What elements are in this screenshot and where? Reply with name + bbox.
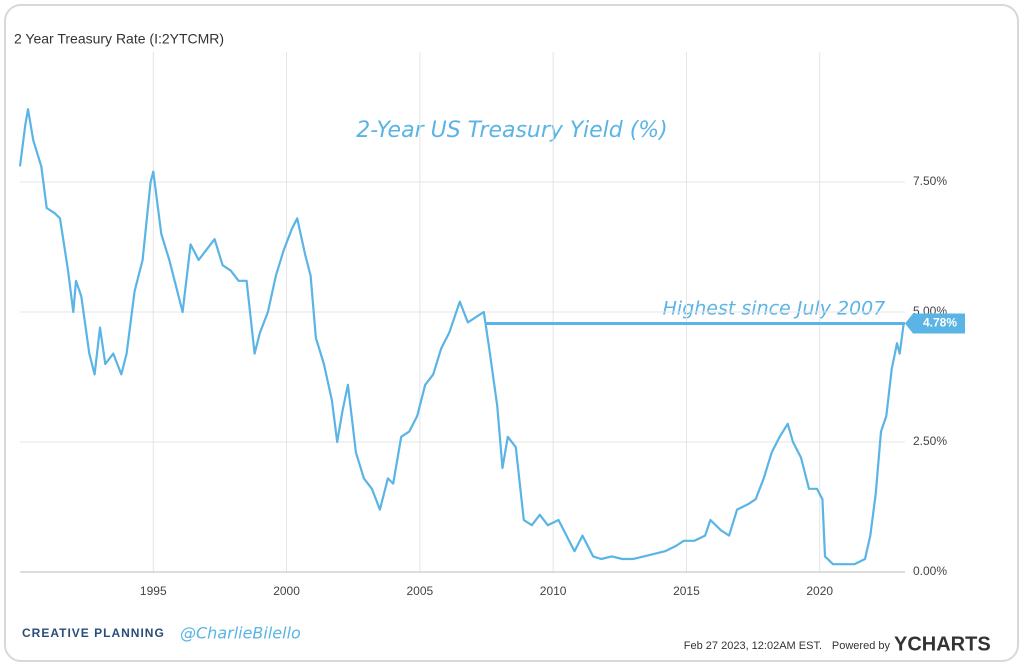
x-tick-label: 2020 bbox=[806, 584, 833, 598]
x-tick-label: 2005 bbox=[406, 584, 433, 598]
value-label: 4.78% bbox=[923, 316, 957, 330]
annotation: Highest since July 2007 bbox=[663, 298, 886, 320]
brand: CREATIVE PLANNING bbox=[22, 626, 165, 640]
handle: @CharlieBilello bbox=[180, 624, 301, 643]
line bbox=[18, 108, 905, 566]
timestamp: Feb 27 2023, 12:02AM EST. bbox=[684, 640, 822, 652]
logo: YCHARTS bbox=[894, 633, 991, 655]
y-tick-label: 0.00% bbox=[913, 564, 947, 578]
x-tick-label: 2010 bbox=[540, 584, 567, 598]
x-tick-label: 2000 bbox=[273, 584, 300, 598]
header: 2 Year Treasury Rate (I:2YTCMR) bbox=[14, 31, 224, 47]
card bbox=[4, 4, 1019, 662]
x-tick-label: 2015 bbox=[673, 584, 700, 598]
y-tick-label: 7.50% bbox=[913, 174, 947, 188]
chart-title: 2-Year US Treasury Yield (%) bbox=[356, 118, 668, 143]
x-tick-label: 1995 bbox=[140, 584, 167, 598]
powered-by: Powered by bbox=[832, 640, 891, 652]
y-tick-label: 2.50% bbox=[913, 434, 947, 448]
value-tag bbox=[905, 313, 965, 334]
